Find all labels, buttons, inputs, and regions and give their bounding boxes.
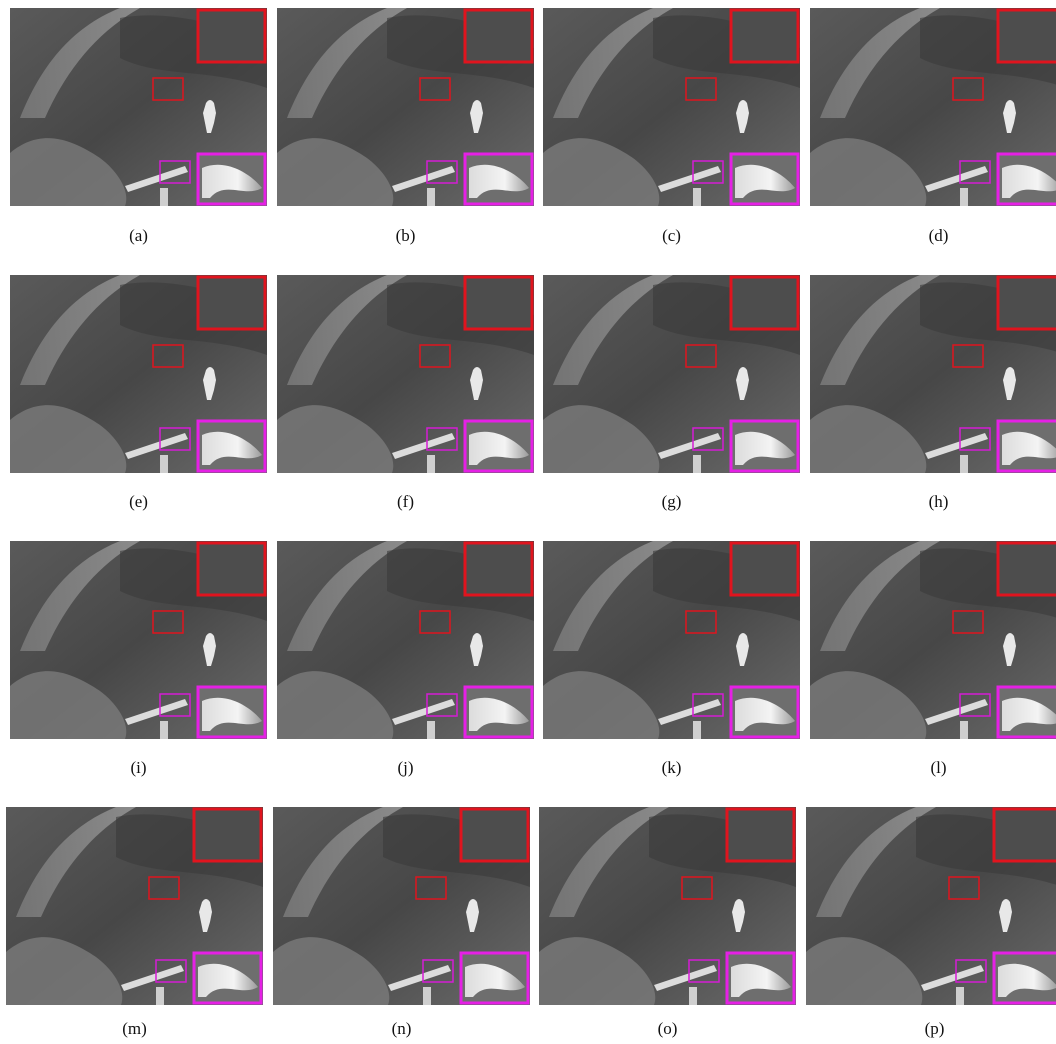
zoom-red xyxy=(198,277,265,329)
post xyxy=(960,721,968,739)
post xyxy=(427,188,435,206)
zoom-red xyxy=(465,10,532,62)
post xyxy=(160,721,168,739)
panel-label: (i) xyxy=(130,758,146,777)
post xyxy=(689,987,697,1005)
zoom-red xyxy=(465,543,532,595)
zoom-red xyxy=(998,277,1056,329)
panel xyxy=(10,8,267,206)
post xyxy=(956,987,964,1005)
zoom-red xyxy=(198,10,265,62)
post xyxy=(960,188,968,206)
panel-label: (j) xyxy=(397,758,413,777)
post xyxy=(427,455,435,473)
panel xyxy=(277,541,534,739)
panel-label: (b) xyxy=(396,226,416,245)
zoom-red xyxy=(731,10,798,62)
panel xyxy=(277,8,534,206)
panel-label: (h) xyxy=(929,492,949,511)
panel-label: (n) xyxy=(392,1019,412,1038)
post xyxy=(156,987,164,1005)
zoom-red xyxy=(731,543,798,595)
panel xyxy=(10,541,267,739)
panel-label: (p) xyxy=(925,1019,945,1038)
zoom-red xyxy=(998,543,1056,595)
grid: (a) (b) (c) (d) (e) (f) (g) (h) (i) (j) (k) (l) (m) (… xyxy=(6,8,1056,1038)
zoom-red xyxy=(998,10,1056,62)
zoom-red xyxy=(727,809,794,861)
panel xyxy=(810,8,1056,206)
post xyxy=(693,455,701,473)
panel xyxy=(543,541,800,739)
panel-label: (c) xyxy=(662,226,681,245)
zoom-red xyxy=(461,809,528,861)
post xyxy=(423,987,431,1005)
zoom-red xyxy=(198,543,265,595)
panel xyxy=(543,275,800,473)
zoom-red xyxy=(994,809,1056,861)
panel-label: (g) xyxy=(662,492,682,511)
panel-label: (k) xyxy=(662,758,682,777)
panel-label: (e) xyxy=(129,492,148,511)
panel xyxy=(543,8,800,206)
panel xyxy=(277,275,534,473)
panel xyxy=(810,541,1056,739)
panel-label: (m) xyxy=(122,1019,147,1038)
post xyxy=(960,455,968,473)
panel-label: (o) xyxy=(658,1019,678,1038)
zoom-red xyxy=(465,277,532,329)
panel-label: (d) xyxy=(929,226,949,245)
panel xyxy=(273,807,530,1005)
post xyxy=(693,188,701,206)
panel-label: (l) xyxy=(930,758,946,777)
panel xyxy=(10,275,267,473)
panel xyxy=(810,275,1056,473)
panel xyxy=(806,807,1056,1005)
zoom-red xyxy=(731,277,798,329)
panel-label: (f) xyxy=(397,492,414,511)
figure: (a) (b) (c) (d) (e) (f) (g) (h) (i) (j) (k) (l) (m) (… xyxy=(0,0,1056,1044)
post xyxy=(693,721,701,739)
post xyxy=(427,721,435,739)
post xyxy=(160,455,168,473)
zoom-red xyxy=(194,809,261,861)
panel xyxy=(539,807,796,1005)
panel-label: (a) xyxy=(129,226,148,245)
post xyxy=(160,188,168,206)
panel xyxy=(6,807,263,1005)
